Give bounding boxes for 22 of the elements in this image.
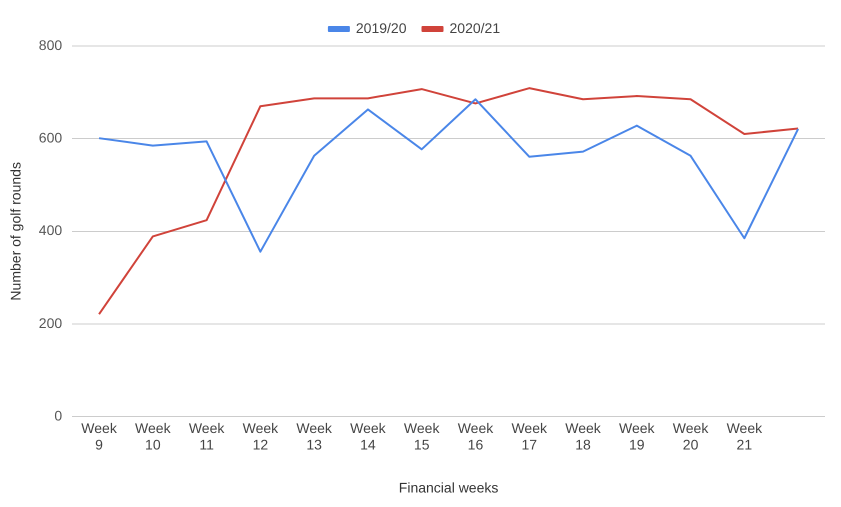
x-tick-label: Week 10 xyxy=(135,420,172,453)
x-tick-label: Week 9 xyxy=(81,420,118,453)
x-tick-label: Week 21 xyxy=(726,420,764,453)
x-tick-label: Week 14 xyxy=(350,420,387,453)
x-tick-label: Week 19 xyxy=(619,420,656,453)
x-tick-label: Week 15 xyxy=(404,420,440,453)
x-tick-label: Week 16 xyxy=(458,420,494,453)
x-tick-label: Week 17 xyxy=(511,420,548,453)
y-tick-label: 600 xyxy=(38,130,62,146)
legend-label: 2019/20 xyxy=(356,20,407,36)
y-tick-label: 400 xyxy=(38,222,62,238)
y-axis-title: Number of golf rounds xyxy=(7,162,24,301)
y-tick-label: 0 xyxy=(54,407,62,424)
y-tick-label: 800 xyxy=(38,36,62,53)
x-tick-label: Week 18 xyxy=(565,420,602,453)
x-tick-label: Week 11 xyxy=(188,420,226,453)
x-tick-label: Week 20 xyxy=(672,420,710,453)
legend-label: 2020/21 xyxy=(450,20,500,36)
x-axis-title: Financial weeks xyxy=(398,479,498,496)
x-tick-label: Week 13 xyxy=(296,420,333,453)
x-tick-label: Week 12 xyxy=(242,420,280,453)
y-tick-label: 200 xyxy=(38,314,62,331)
